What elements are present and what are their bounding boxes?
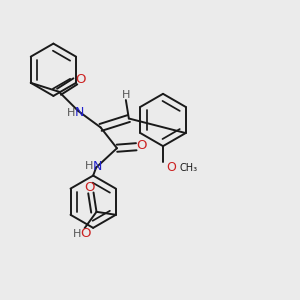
Text: O: O — [80, 227, 91, 240]
Text: O: O — [136, 139, 147, 152]
Text: H: H — [85, 161, 93, 171]
Text: H: H — [73, 229, 81, 238]
Text: N: N — [93, 160, 102, 172]
Text: O: O — [75, 74, 86, 86]
Text: O: O — [85, 181, 95, 194]
Text: H: H — [67, 108, 75, 118]
Text: H: H — [122, 90, 130, 100]
Text: N: N — [75, 106, 85, 119]
Text: O: O — [167, 161, 176, 174]
Text: CH₃: CH₃ — [179, 163, 197, 173]
